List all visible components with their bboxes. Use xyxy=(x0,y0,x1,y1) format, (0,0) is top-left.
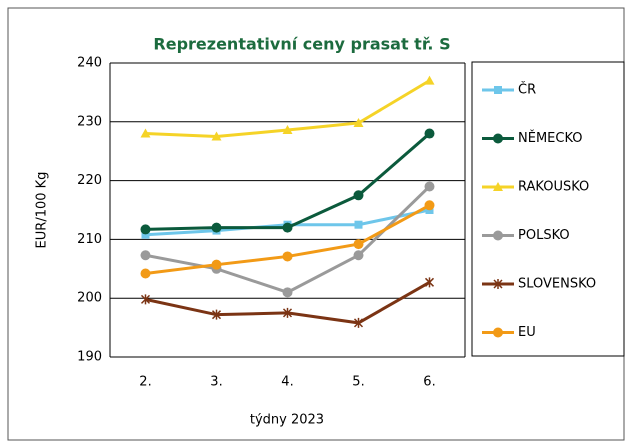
legend-label: NĚMECKO xyxy=(518,130,583,146)
marker xyxy=(282,287,293,298)
marker xyxy=(493,133,503,144)
marker xyxy=(424,277,435,288)
marker xyxy=(353,190,364,201)
x-tick-label: 5. xyxy=(352,375,364,390)
x-tick-label: 6. xyxy=(423,375,435,390)
marker xyxy=(493,182,503,191)
marker xyxy=(282,251,293,262)
marker xyxy=(494,86,502,94)
y-axis-label: EUR/100 Kg xyxy=(35,172,50,249)
y-tick-label: 210 xyxy=(77,232,102,247)
marker xyxy=(493,279,503,289)
marker xyxy=(211,309,222,320)
marker xyxy=(353,117,364,127)
y-tick-label: 220 xyxy=(77,173,102,188)
y-tick-label: 240 xyxy=(77,56,102,71)
marker xyxy=(493,327,503,338)
x-tick-label: 3. xyxy=(210,375,222,390)
marker xyxy=(424,181,435,192)
marker xyxy=(282,307,293,318)
y-tick-label: 200 xyxy=(77,291,102,306)
marker xyxy=(424,75,435,85)
marker xyxy=(424,200,435,211)
y-tick-label: 230 xyxy=(77,114,102,129)
legend-box xyxy=(471,61,625,357)
legend-label: ČR xyxy=(518,82,536,98)
marker xyxy=(140,268,151,279)
x-tick-label: 2. xyxy=(139,375,151,390)
x-axis-label: týdny 2023 xyxy=(250,413,324,428)
x-tick-label: 4. xyxy=(281,375,293,390)
marker xyxy=(354,220,363,229)
legend-label: RAKOUSKO xyxy=(518,180,589,195)
marker xyxy=(211,259,222,270)
marker xyxy=(282,222,293,233)
marker xyxy=(282,125,293,135)
marker xyxy=(140,128,151,138)
marker xyxy=(353,239,364,250)
marker xyxy=(140,224,151,235)
marker xyxy=(141,230,150,239)
marker xyxy=(211,222,222,233)
chart-title: Reprezentativní ceny prasat tř. S xyxy=(153,35,450,54)
marker xyxy=(353,250,364,261)
marker xyxy=(424,128,435,139)
marker xyxy=(140,294,151,305)
marker xyxy=(493,230,503,241)
legend-label: SLOVENSKO xyxy=(518,277,596,292)
legend-label: POLSKO xyxy=(518,228,570,243)
y-tick-label: 190 xyxy=(77,350,102,365)
marker xyxy=(140,250,151,261)
marker xyxy=(211,131,222,141)
marker xyxy=(353,317,364,328)
legend-label: EU xyxy=(518,325,536,340)
